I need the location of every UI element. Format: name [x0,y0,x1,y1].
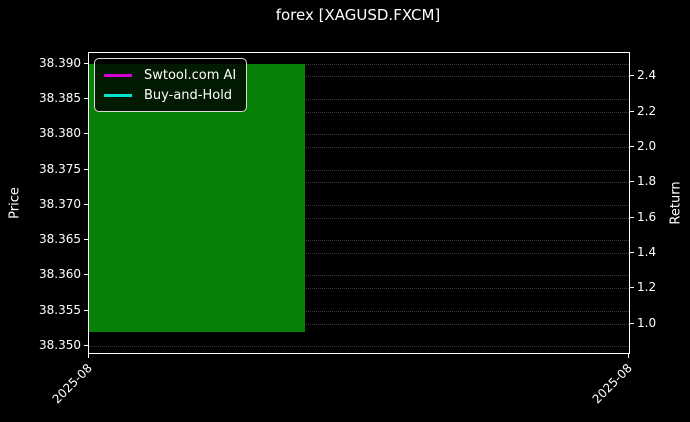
gridline [89,204,629,206]
gridline [89,169,629,171]
y-tick-mark-right [630,322,634,324]
gridline [89,111,629,113]
y-tick-label-right: 1.6 [637,209,657,224]
y-tick-label-left: 38.385 [39,90,81,105]
gridline [89,288,629,290]
y-tick-mark-left [84,133,88,135]
legend-line-sample-cyan [104,93,132,97]
y-tick-label-right: 1.0 [637,315,657,330]
gridline [89,310,629,312]
y-tick-mark-left [84,62,88,64]
right-axis-label: Return [668,181,684,225]
y-tick-mark-left [84,309,88,311]
legend-entry-buyandhold: Buy-and-Hold [104,85,236,105]
gridline [89,134,629,136]
legend-label: Buy-and-Hold [144,87,233,103]
y-tick-mark-right [630,110,634,112]
y-tick-label-right: 1.4 [637,244,657,259]
y-tick-mark-left [84,239,88,241]
gridline [89,63,629,65]
gridline [89,240,629,242]
y-tick-label-left: 38.375 [39,161,81,176]
gridline [89,323,629,325]
y-tick-label-left: 38.360 [39,267,81,282]
gridline [89,146,629,148]
x-tick-mark [88,354,89,358]
y-tick-mark-left [84,203,88,205]
y-tick-label-left: 38.350 [39,337,81,352]
x-tick-label: 2025-08 [589,361,635,407]
y-tick-mark-right [630,181,634,183]
y-tick-mark-left [84,168,88,170]
gridline [89,98,629,100]
y-tick-mark-left [84,344,88,346]
x-tick-mark [628,354,629,358]
y-tick-mark-right [630,287,634,289]
gridline [89,182,629,184]
gridline [89,217,629,219]
gridline [89,76,629,78]
y-tick-mark-left [84,97,88,99]
legend-entry-swtool: Swtool.com AI [104,65,236,85]
chart-title: forex [XAGUSD.FXCM] [275,6,441,24]
y-tick-mark-right [630,75,634,77]
y-tick-label-left: 38.380 [39,126,81,141]
legend-line-sample-magenta [104,73,132,77]
y-tick-label-left: 38.355 [39,302,81,317]
y-tick-label-left: 38.390 [39,55,81,70]
y-tick-label-right: 2.0 [637,138,657,153]
gridline [89,252,629,254]
legend: Swtool.com AI Buy-and-Hold [94,58,248,112]
y-tick-mark-right [630,216,634,218]
y-tick-mark-left [84,274,88,276]
y-tick-label-left: 38.370 [39,196,81,211]
gridline [89,345,629,347]
x-tick-label: 2025-08 [49,361,95,407]
y-tick-label-right: 1.2 [637,280,657,295]
legend-label: Swtool.com AI [144,67,237,83]
gridline [89,275,629,277]
y-tick-label-left: 38.365 [39,232,81,247]
plot-area: Swtool.com AI Buy-and-Hold [88,52,630,354]
y-tick-mark-right [630,251,634,253]
y-tick-label-right: 2.2 [637,103,657,118]
y-tick-label-right: 1.8 [637,174,657,189]
y-tick-mark-right [630,145,634,147]
y-tick-label-right: 2.4 [637,68,657,83]
left-axis-label: Price [7,187,23,219]
